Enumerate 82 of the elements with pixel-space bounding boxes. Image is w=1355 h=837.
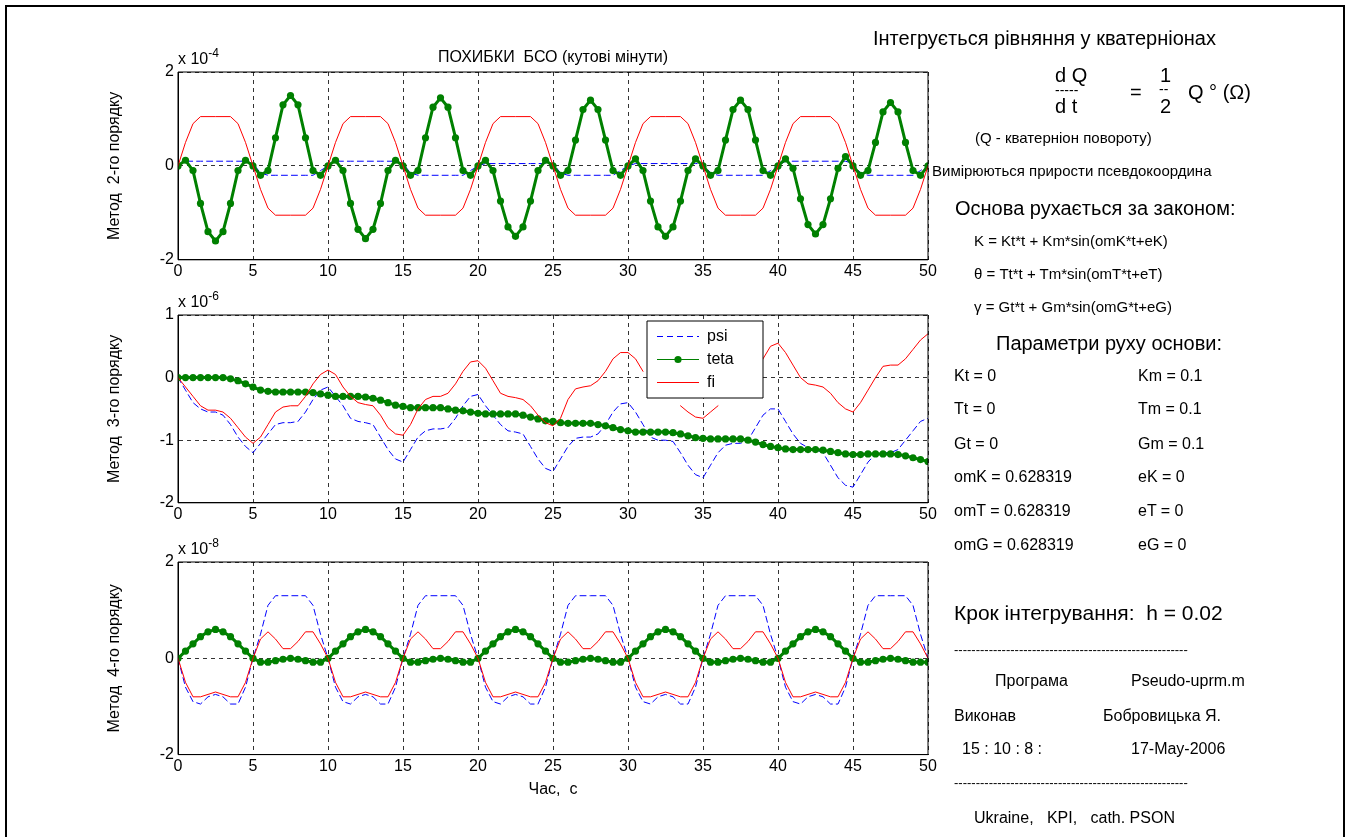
y-tick-label: -1 — [159, 430, 175, 448]
text: Програма — [995, 672, 1068, 690]
x-tick-label: 10 — [319, 756, 337, 774]
x-tick-label: 45 — [844, 504, 862, 522]
text: Параметри руху основи: — [996, 332, 1223, 354]
x-tick-label: 25 — [544, 756, 562, 774]
text: ------------------------------------------------------ — [954, 774, 1188, 791]
x-tick-label: 20 — [469, 261, 487, 279]
y-tick-label: 1 — [165, 305, 175, 323]
text: eT = 0 — [1138, 502, 1184, 520]
text: omK = 0.628319 — [954, 468, 1072, 486]
text: γ = Gt*t + Gm*sin(omG*t+eG) — [974, 297, 1172, 316]
x-tick-label: 20 — [469, 504, 487, 522]
text: Km = 0.1 — [1138, 367, 1203, 385]
text: K = Kt*t + Km*sin(omK*t+eK) — [974, 231, 1168, 250]
text: (Q - кватерніон повороту) — [975, 128, 1152, 147]
x-tick-label: 30 — [619, 261, 637, 279]
y-axis-title: Метод 4-го порядку — [105, 584, 123, 733]
x-tick-label: 50 — [919, 504, 937, 522]
text: Інтегрується рівняння у кватерніонах — [873, 27, 1216, 49]
text: 2 — [1160, 95, 1172, 117]
legend-label: fi — [707, 372, 715, 390]
x-tick-label: 45 — [844, 756, 862, 774]
line-series — [178, 595, 928, 705]
text: Kt = 0 — [954, 367, 997, 385]
x-tick-label: 30 — [619, 756, 637, 774]
text: Q ° (Ω) — [1188, 81, 1251, 103]
y-tick-label: -2 — [159, 745, 175, 763]
x-tick-label: 10 — [319, 504, 337, 522]
text: = — [1130, 81, 1142, 103]
text: Бобровицька Я. — [1103, 707, 1221, 725]
y-tick-label: 0 — [165, 648, 175, 666]
text: ------------------------------------------------------ — [954, 641, 1188, 658]
x-tick-label: 35 — [694, 756, 712, 774]
text: Gm = 0.1 — [1138, 435, 1205, 453]
text: Виконав — [954, 707, 1016, 725]
legend-label: teta — [707, 349, 734, 367]
y-tick-label: 2 — [165, 62, 175, 80]
y-tick-label: 2 — [165, 552, 175, 570]
text: Tm = 0.1 — [1138, 400, 1202, 418]
x-tick-label: 25 — [544, 504, 562, 522]
text: 15 : 10 : 8 : — [962, 740, 1043, 758]
x-tick-label: 10 — [319, 261, 337, 279]
text: omG = 0.628319 — [954, 536, 1074, 554]
x-tick-label: 15 — [394, 504, 412, 522]
legend-label: psi — [707, 326, 728, 344]
x-tick-label: 25 — [544, 261, 562, 279]
x-tick-label: 15 — [394, 261, 412, 279]
y-tick-label: 0 — [165, 156, 175, 174]
text: eK = 0 — [1138, 468, 1185, 486]
x-tick-label: 50 — [919, 756, 937, 774]
text: Крок інтегрування: h = 0.02 — [954, 601, 1223, 625]
x-tick-label: 30 — [619, 504, 637, 522]
text: Tt = 0 — [954, 400, 996, 418]
x-axis-title: Час, c — [528, 779, 578, 797]
text: 17-May-2006 — [1131, 740, 1226, 758]
x-tick-label: 45 — [844, 261, 862, 279]
text: Основа рухається за законом: — [955, 197, 1236, 219]
x-tick-label: 15 — [394, 756, 412, 774]
x-tick-label: 40 — [769, 261, 787, 279]
y-tick-label: 0 — [165, 368, 175, 386]
text: Gt = 0 — [954, 435, 999, 453]
x-tick-label: 35 — [694, 504, 712, 522]
x-tick-label: 40 — [769, 756, 787, 774]
x-tick-label: 5 — [248, 756, 258, 774]
text: Ukraine, KPI, cath. PSON — [974, 809, 1175, 827]
x-tick-label: 35 — [694, 261, 712, 279]
x-tick-label: 20 — [469, 756, 487, 774]
x-tick-label: 40 — [769, 504, 787, 522]
x-tick-label: 5 — [248, 261, 258, 279]
text: eG = 0 — [1138, 536, 1187, 554]
y-axis-title: Метод 2-го порядку — [105, 91, 123, 241]
x-tick-label: 5 — [248, 504, 258, 522]
text: omT = 0.628319 — [954, 502, 1071, 520]
y-axis-title: Метод 3-го порядку — [105, 334, 123, 484]
x-tick-label: 50 — [919, 261, 937, 279]
y-tick-label: -2 — [159, 493, 175, 511]
y-tick-label: -2 — [159, 250, 175, 268]
text: θ = Tt*t + Tm*sin(omT*t+eT) — [974, 264, 1163, 283]
chart-title: ПОХИБКИ БСО (кутові мінути) — [437, 48, 669, 65]
text: Pseudo-uprm.m — [1131, 672, 1245, 690]
text: Вимірюються прирости псевдокоордина — [932, 161, 1212, 180]
